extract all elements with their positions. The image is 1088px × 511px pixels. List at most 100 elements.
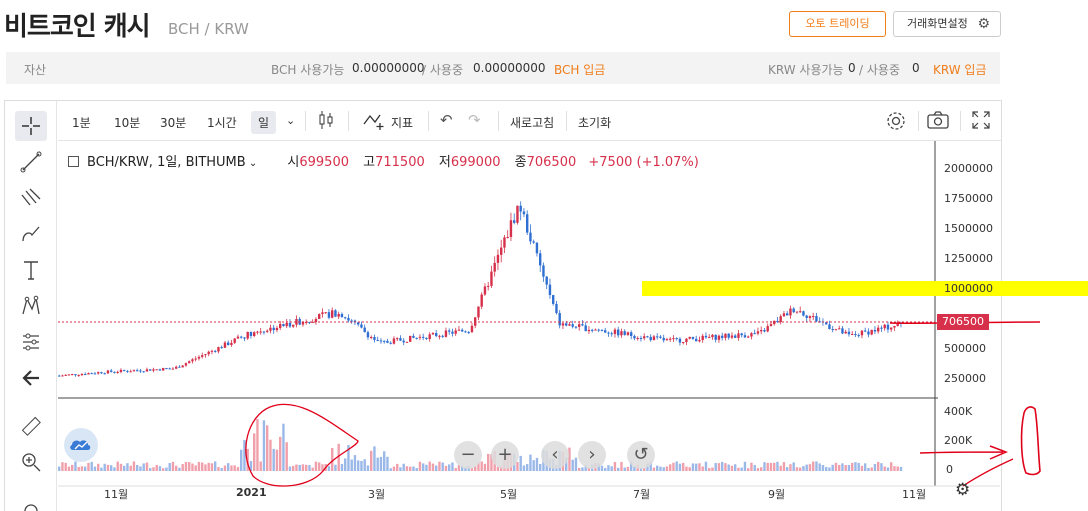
- refresh-button[interactable]: 새로고침: [510, 116, 555, 130]
- interval-1min[interactable]: 1분: [72, 116, 91, 130]
- candle: [851, 334, 854, 336]
- scroll-left-icon[interactable]: ‹: [541, 441, 569, 469]
- auto-trading-button[interactable]: 오토 트레이딩: [789, 11, 886, 37]
- redo-icon[interactable]: ↷: [468, 111, 481, 129]
- interval-30min[interactable]: 30분: [160, 116, 187, 130]
- volume-bar: [526, 464, 529, 471]
- text-tool-icon[interactable]: [15, 255, 47, 285]
- legend-symbol[interactable]: BCH/KRW, 1일, BITHUMB: [87, 155, 246, 170]
- volume-bar: [236, 467, 240, 471]
- legend-toggle-icon[interactable]: [68, 156, 79, 167]
- volume-bar: [854, 462, 857, 471]
- candle: [535, 242, 539, 254]
- candle: [682, 342, 685, 344]
- reset-zoom-icon[interactable]: ↺: [627, 441, 655, 469]
- volume-bar: [197, 461, 201, 471]
- candle: [487, 285, 490, 287]
- time-tick: 9월: [768, 488, 786, 501]
- candle: [795, 311, 799, 313]
- back-arrow-icon[interactable]: [15, 363, 47, 393]
- zoom-tool-icon[interactable]: [15, 447, 47, 477]
- candle: [223, 342, 227, 348]
- candle: [587, 329, 591, 332]
- toolbar-divider: [498, 111, 499, 131]
- annotation-mark: [1020, 406, 1041, 476]
- volume-bar: [103, 463, 106, 471]
- scroll-right-icon[interactable]: ›: [578, 441, 606, 469]
- candle: [292, 324, 295, 327]
- screen-settings-button[interactable]: 거래화면설정 ⚙: [893, 11, 1001, 37]
- candle: [695, 338, 698, 342]
- candle: [724, 333, 727, 338]
- indicator-icon[interactable]: [363, 110, 387, 133]
- pattern-tool-icon[interactable]: [15, 291, 47, 321]
- zoom-in-icon[interactable]: +: [491, 441, 519, 469]
- candle: [844, 331, 847, 334]
- candle: [766, 326, 769, 332]
- volume-bar: [464, 467, 467, 471]
- candle: [80, 374, 84, 376]
- cloud-save-icon[interactable]: [64, 428, 98, 462]
- price-tick: 500000: [944, 342, 986, 355]
- candle: [597, 329, 600, 331]
- fullscreen-icon[interactable]: [972, 111, 990, 132]
- candle: [415, 337, 418, 339]
- candle: [685, 338, 688, 343]
- candle: [698, 340, 701, 342]
- candle: [610, 333, 613, 335]
- candle: [516, 205, 519, 223]
- chart-frame: [4, 100, 1002, 511]
- candle: [314, 318, 318, 322]
- candle: [132, 370, 136, 372]
- candle: [802, 311, 805, 316]
- price-chart[interactable]: [58, 141, 1088, 511]
- zoom-out-icon[interactable]: −: [454, 441, 482, 469]
- interval-day[interactable]: 일: [251, 111, 277, 134]
- krw-in-use-label: / 사용중: [859, 63, 900, 77]
- volume-bar: [230, 465, 233, 471]
- candle: [880, 327, 883, 329]
- indicator-label[interactable]: 지표: [391, 116, 414, 130]
- interval-1hour[interactable]: 1시간: [207, 116, 237, 130]
- volume-bar: [454, 467, 457, 471]
- volume-bar: [896, 466, 899, 471]
- undo-icon[interactable]: ↶: [440, 111, 453, 129]
- candle: [717, 335, 721, 340]
- candle: [119, 369, 123, 372]
- bch-in-use-value: 0.00000000: [473, 61, 546, 75]
- crosshair-tool-icon[interactable]: [15, 111, 47, 141]
- interval-10min[interactable]: 10분: [114, 116, 141, 130]
- volume-bar: [519, 455, 522, 471]
- candle: [324, 312, 327, 314]
- candle: [633, 335, 636, 339]
- candle-type-icon[interactable]: [318, 110, 334, 133]
- volume-bar: [383, 451, 386, 471]
- candle: [509, 220, 513, 238]
- candle: [386, 340, 389, 343]
- volume-bar: [841, 463, 844, 471]
- candle: [672, 338, 675, 340]
- reset-button[interactable]: 초기화: [578, 116, 612, 130]
- brush-tool-icon[interactable]: [15, 219, 47, 249]
- camera-icon[interactable]: [927, 111, 949, 132]
- volume-bar: [877, 461, 880, 471]
- header: 비트코인 캐시 BCH / KRW 오토 트레이딩 거래화면설정 ⚙: [0, 0, 1001, 48]
- candle: [113, 371, 116, 373]
- trend-line-tool-icon[interactable]: [15, 147, 47, 177]
- ruler-tool-icon[interactable]: [15, 411, 47, 441]
- candle: [334, 310, 337, 317]
- bch-deposit-link[interactable]: BCH 입금: [554, 63, 606, 77]
- axis-settings-gear-icon[interactable]: ⚙: [955, 480, 971, 500]
- prediction-tool-icon[interactable]: [15, 327, 47, 357]
- magnet-tool-icon[interactable]: [15, 493, 47, 511]
- volume-bar: [600, 465, 604, 471]
- drawing-toolbar: [5, 101, 57, 511]
- interval-dropdown-icon[interactable]: ⌄: [286, 114, 296, 127]
- krw-deposit-link[interactable]: KRW 입금: [933, 63, 987, 77]
- fib-tool-icon[interactable]: [15, 183, 47, 213]
- symbol-dropdown-icon[interactable]: ⌄: [245, 158, 258, 169]
- volume-bar: [610, 466, 613, 471]
- candle: [678, 338, 682, 343]
- volume-tick: 0: [946, 463, 953, 476]
- chart-settings-icon[interactable]: [885, 110, 907, 135]
